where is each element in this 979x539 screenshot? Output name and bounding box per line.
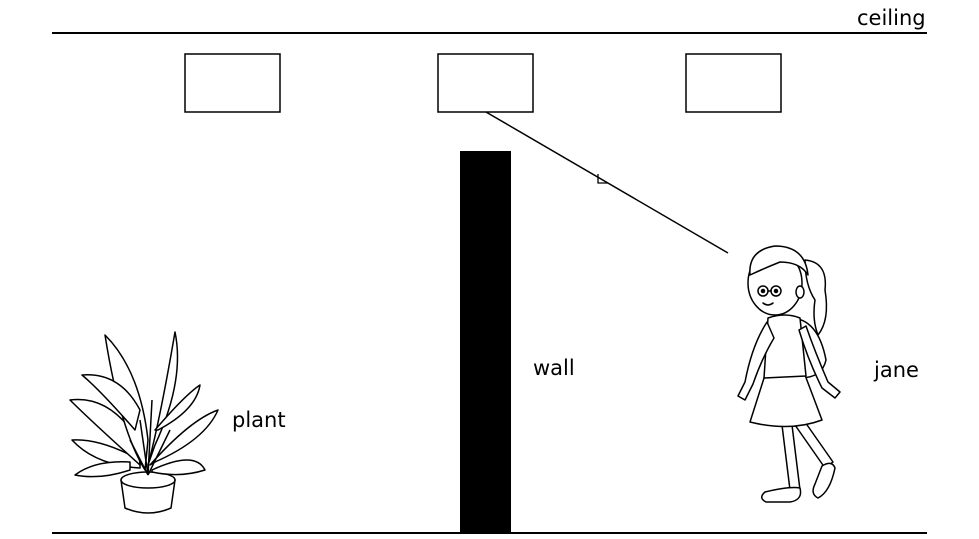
ceiling-label: ceiling [857, 6, 926, 30]
ceiling-light-right [685, 53, 782, 113]
ceiling-light-left [184, 53, 281, 113]
plant-label: plant [232, 408, 286, 432]
ray-arrow-mark [597, 174, 608, 184]
plant-icon [69, 331, 219, 514]
jane-label: jane [874, 358, 919, 382]
wall [460, 151, 511, 533]
jane-figure-icon [737, 245, 841, 503]
wall-label: wall [533, 356, 575, 380]
ceiling-light-middle [437, 53, 534, 113]
